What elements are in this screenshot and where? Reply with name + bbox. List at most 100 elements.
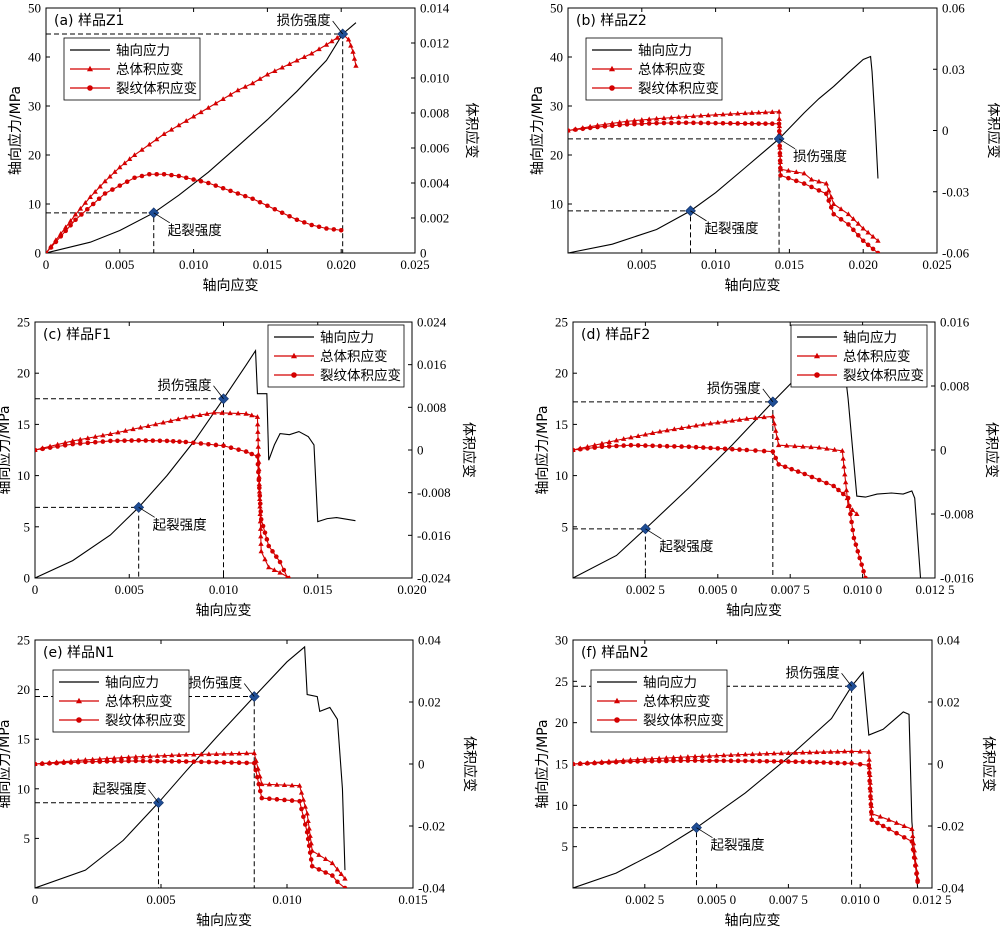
y2-tick-label: 0.004 (420, 176, 450, 191)
data-point-circle (257, 788, 263, 794)
data-point-circle (828, 760, 833, 766)
data-point-triangle (893, 820, 900, 825)
series-line-2 (573, 750, 919, 879)
annotation-leader (243, 683, 255, 697)
data-point-triangle (258, 533, 264, 539)
data-point-triangle (722, 418, 728, 424)
y-tick-label: 15 (17, 732, 30, 747)
y2-axis-title: 体积应变 (460, 422, 477, 478)
data-point-triangle (137, 424, 144, 430)
legend-entry: 裂纹体积应变 (105, 712, 186, 729)
data-point-circle (129, 438, 134, 443)
data-point-triangle (307, 833, 313, 838)
data-point-circle (47, 761, 52, 766)
data-point-triangle (624, 118, 630, 124)
data-point-triangle (316, 46, 322, 52)
legend-entry: 裂纹体积应变 (638, 80, 719, 97)
data-point-circle (635, 443, 641, 448)
data-point-triangle (257, 76, 263, 81)
data-point-circle (693, 444, 699, 450)
data-point-circle (737, 447, 742, 452)
data-point-triangle (848, 748, 855, 754)
data-point-circle (85, 206, 90, 212)
data-point-triangle (706, 753, 713, 758)
data-point-circle (769, 121, 775, 127)
data-point-circle (330, 873, 335, 878)
data-point-triangle (219, 410, 225, 415)
data-point-triangle (735, 110, 741, 116)
data-point-circle (147, 171, 152, 177)
data-point-triangle (698, 112, 704, 118)
data-point-triangle (613, 437, 620, 443)
panel-label: (a) 样品Z1 (54, 13, 124, 29)
data-point-circle (235, 191, 241, 196)
data-point-triangle (870, 233, 876, 239)
annotation-leader (690, 210, 707, 222)
data-point-circle (828, 205, 834, 210)
data-point-circle (117, 183, 123, 188)
data-point-circle (100, 439, 106, 444)
y2-axis-title: 体积应变 (980, 736, 997, 792)
data-point-circle (613, 759, 619, 765)
data-point-circle (802, 471, 807, 477)
data-point-circle (764, 758, 770, 764)
data-point-triangle (770, 413, 776, 419)
data-point-triangle (154, 753, 161, 758)
data-point-triangle (855, 220, 861, 226)
data-point-circle (913, 863, 918, 868)
data-point-circle (756, 121, 761, 126)
x-axis-title: 轴向应变 (196, 602, 252, 619)
data-point-triangle (631, 117, 638, 123)
data-point-triangle (221, 751, 227, 756)
y-tick-label: 30 (550, 99, 563, 114)
y2-tick-label: 0.03 (942, 62, 965, 77)
y2-tick-label: 0.014 (420, 1, 450, 16)
annotation-leader (153, 212, 170, 224)
legend-entry: 总体积应变 (105, 693, 173, 710)
y2-tick-label: -0.04 (418, 881, 446, 896)
annotation-label: 起裂强度 (705, 221, 759, 237)
data-point-circle (782, 464, 788, 470)
chart-panel-2: 0.005 0.010 0.015 0.020 0.025 10 20 30 40 50 -0.06… (529, 1, 1000, 295)
data-point-circle (257, 199, 263, 205)
data-point-triangle (118, 754, 125, 760)
data-point-circle (87, 85, 93, 91)
data-point-triangle (342, 875, 348, 881)
data-point-circle (155, 758, 160, 764)
x-tick-label: 0.015 (253, 257, 282, 272)
y2-tick-label: 0.006 (420, 141, 450, 156)
data-point-circle (40, 446, 45, 452)
data-point-triangle (886, 817, 892, 822)
data-point-circle (55, 444, 60, 449)
data-point-triangle (197, 412, 203, 418)
x-axis-title: 轴向应变 (203, 277, 259, 294)
data-point-circle (580, 126, 586, 132)
data-point-circle (309, 222, 314, 228)
data-point-triangle (742, 110, 748, 116)
legend-entry: 裂纹体积应变 (843, 367, 924, 384)
y-axis-title: 轴向应力/MPa (534, 405, 551, 494)
data-point-triangle (875, 237, 881, 243)
data-point-triangle (322, 856, 329, 862)
data-point-circle (191, 177, 196, 182)
data-point-circle (692, 758, 698, 763)
data-point-circle (875, 820, 880, 826)
data-point-circle (198, 178, 204, 184)
annotation-label: 损伤强度 (188, 676, 242, 692)
data-point-circle (698, 120, 704, 126)
data-point-circle (289, 798, 295, 803)
y-tick-label: 50 (550, 1, 563, 16)
data-point-triangle (309, 50, 315, 56)
data-point-circle (853, 542, 859, 547)
y-tick-label: 40 (28, 50, 41, 65)
data-point-triangle (255, 429, 261, 434)
data-point-triangle (258, 548, 264, 554)
data-point-triangle (348, 42, 354, 48)
data-point-triangle (147, 753, 153, 759)
y2-tick-label: -0.04 (937, 881, 965, 896)
legend-entry: 轴向应力 (105, 674, 159, 691)
data-point-triangle (692, 753, 698, 759)
